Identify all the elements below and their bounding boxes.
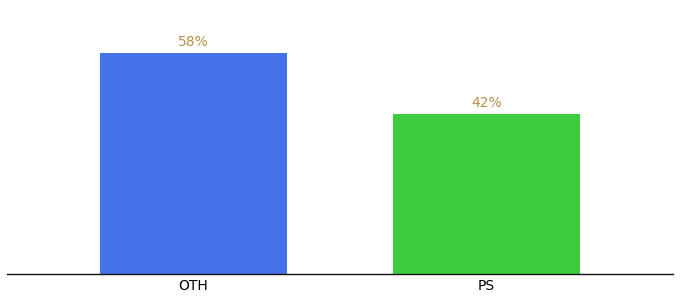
Text: 58%: 58%: [178, 35, 209, 49]
Text: 42%: 42%: [471, 96, 502, 110]
Bar: [393, 114, 580, 274]
Bar: [100, 53, 287, 274]
